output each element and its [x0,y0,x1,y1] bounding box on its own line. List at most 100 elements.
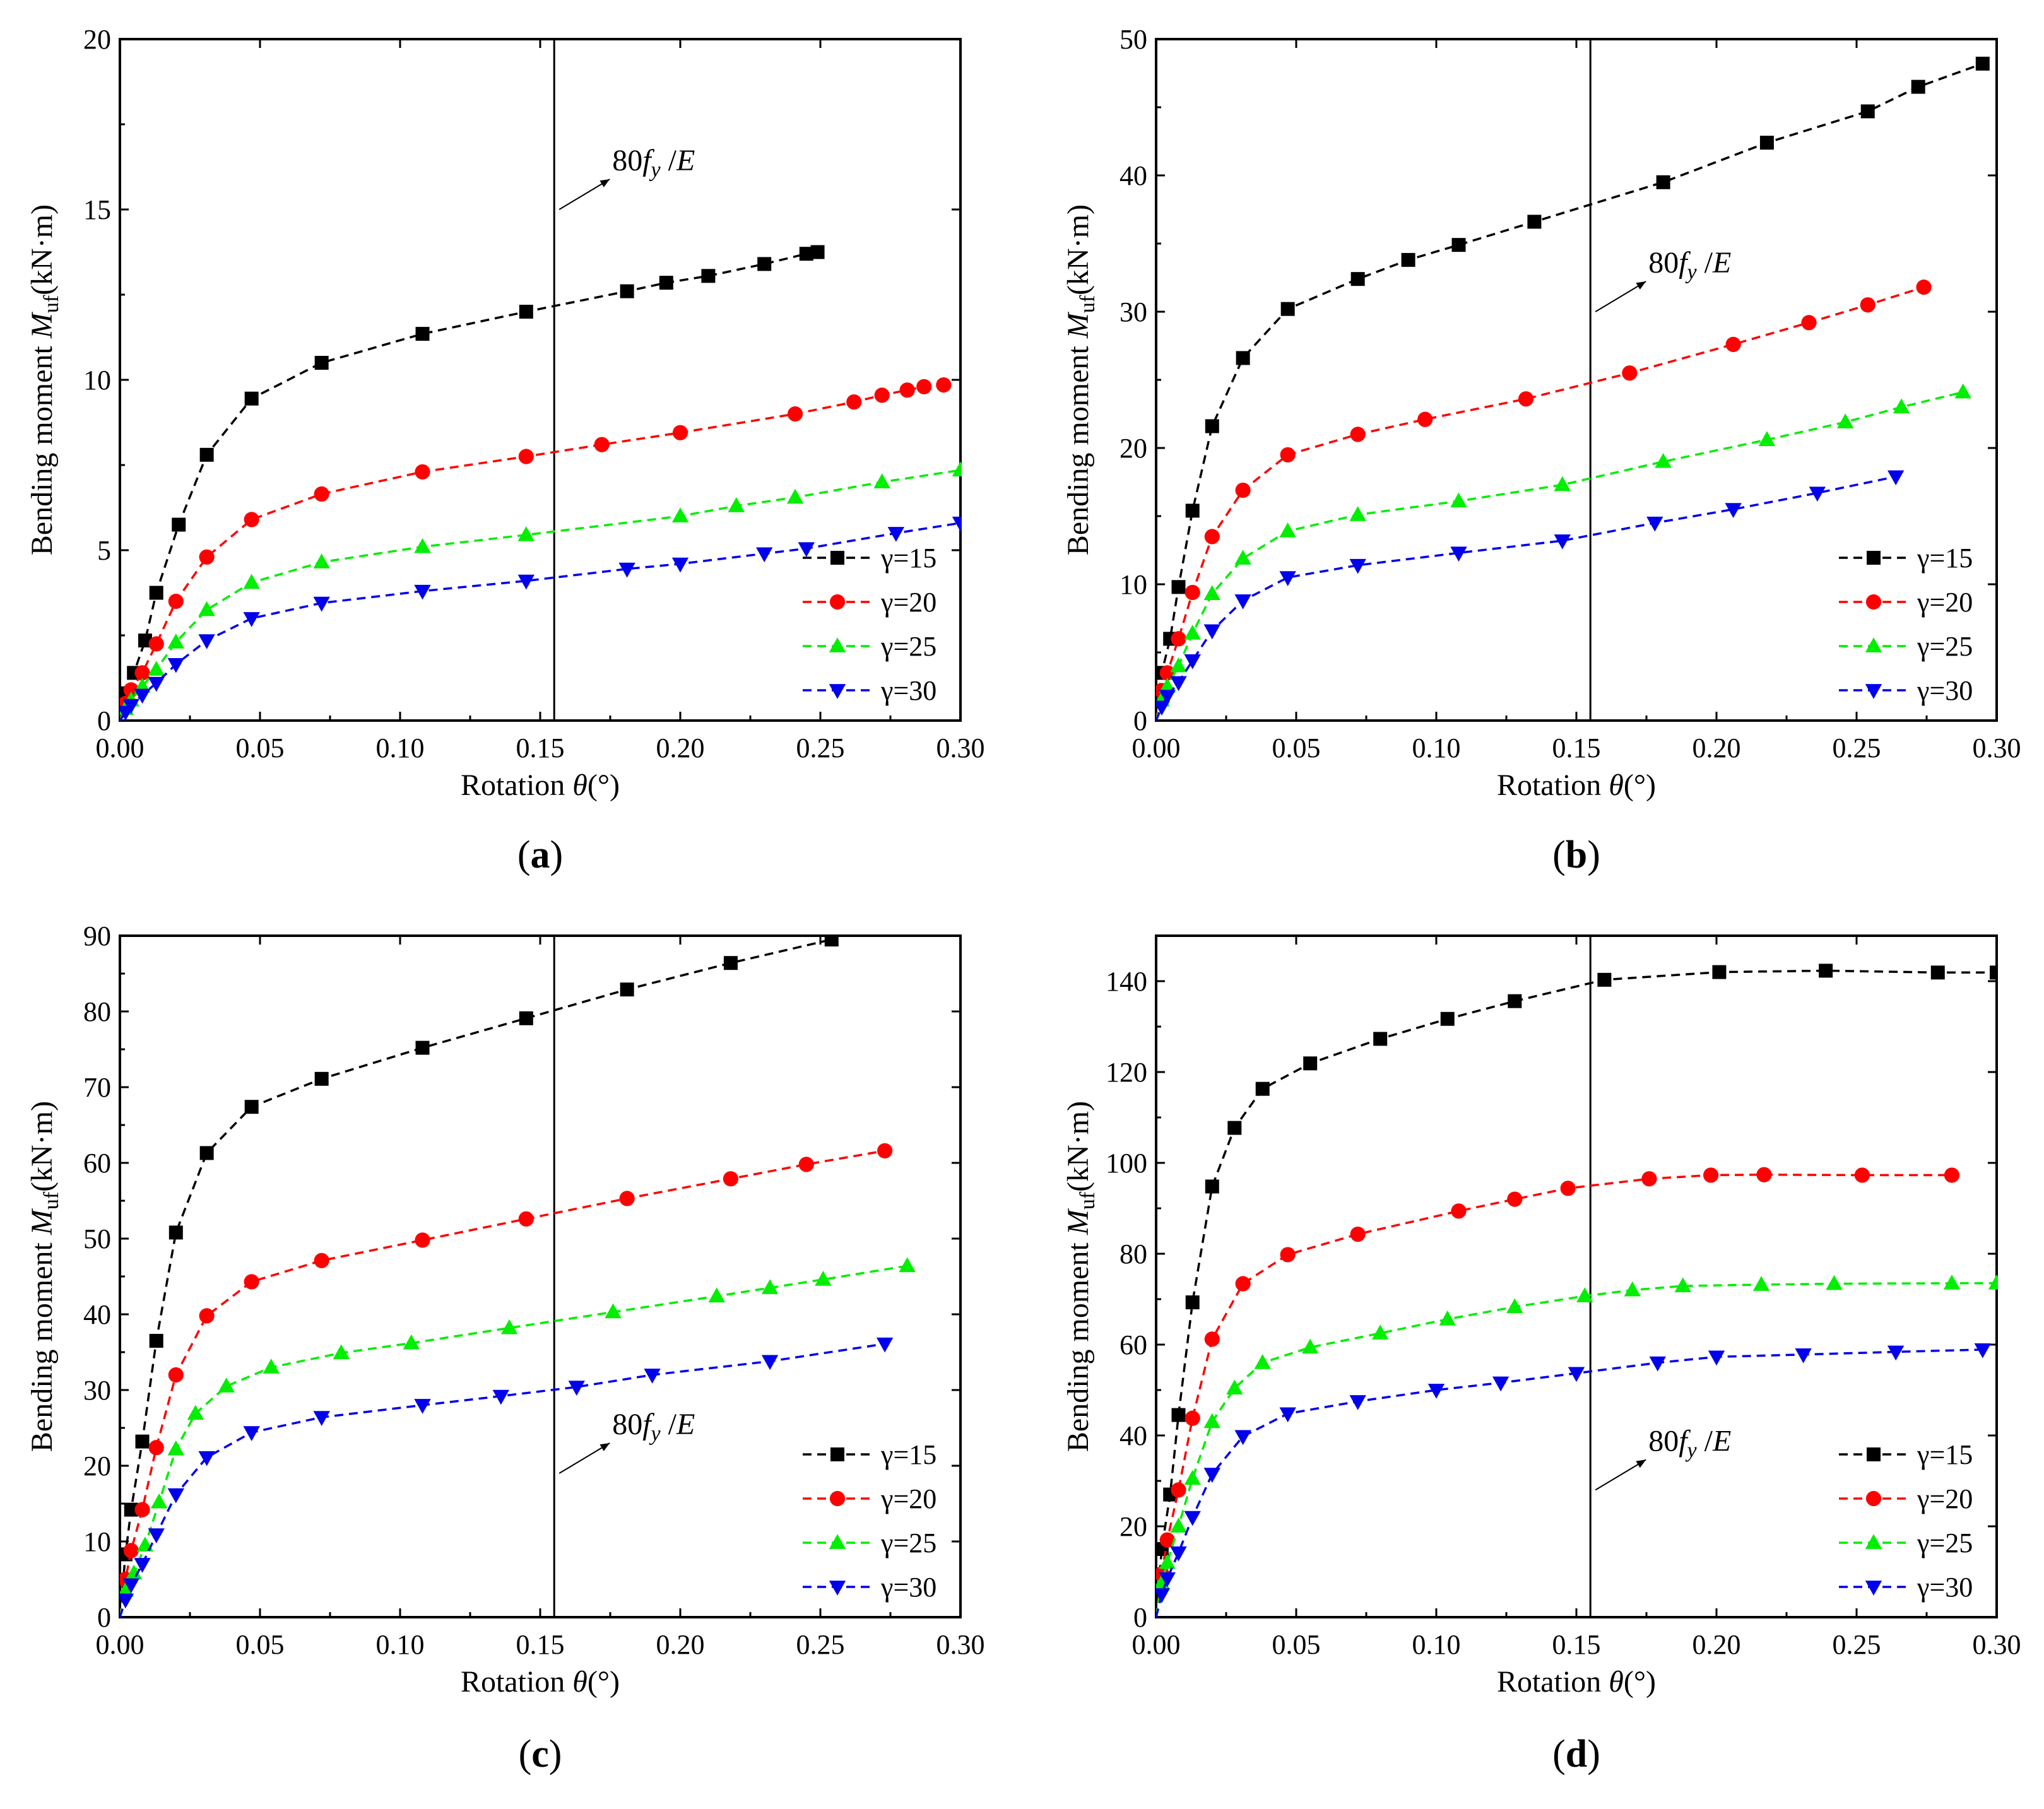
data-point [1597,972,1612,987]
legend-label: γ=20 [880,1483,936,1514]
data-point [1349,558,1366,574]
y-tick-label: 70 [83,1072,111,1103]
legend-marker [829,637,846,652]
data-point [518,1211,534,1227]
data-point [1203,1468,1220,1483]
data-point [1350,272,1365,286]
legend-label: γ=25 [880,631,936,662]
data-point [1235,1276,1251,1292]
data-point [1280,1247,1296,1263]
data-point [1944,1167,1960,1183]
data-point [1641,1171,1657,1187]
data-point [314,1071,329,1086]
series-4 [1156,470,1905,721]
series-3 [120,1257,916,1618]
data-point [1560,1181,1576,1196]
series-line [1156,391,1964,721]
data-point [149,1334,163,1348]
data-point [517,526,535,541]
data-point [1171,1482,1186,1498]
data-point [314,356,329,370]
y-tick-label: 90 [83,921,111,952]
data-point [123,682,139,698]
x-tick-label: 0.15 [516,733,565,763]
data-point [244,391,259,406]
data-point [1911,80,1925,94]
data-point [1508,994,1522,1008]
series-line [1156,969,1997,1618]
data-point [168,1225,183,1240]
x-tick-label: 0.10 [376,1629,425,1660]
y-tick-label: 80 [1119,1239,1147,1270]
data-point [1854,1167,1870,1183]
legend-marker [829,1490,846,1507]
data-point [1159,1572,1176,1588]
annotation-arrow [558,1442,610,1474]
plot-frame [1155,38,1998,722]
data-point [786,488,804,504]
data-point [1930,965,1945,980]
x-tick-label: 0.20 [656,1629,705,1660]
plot-frame [119,38,962,722]
data-point [874,387,890,403]
data-point [1349,1395,1366,1410]
reference-annotation: 80fy /E [1648,1424,1731,1462]
series-3 [1156,1275,1998,1618]
x-tick-label: 0.10 [376,733,425,763]
plot-frame [1155,934,1998,1618]
data-point [415,1232,430,1248]
data-point [1350,427,1366,442]
annotation-arrowhead [600,179,610,187]
data-point [1185,1295,1200,1310]
y-tick-label: 100 [1106,1148,1147,1179]
x-tick-label: 0.25 [796,1629,845,1660]
series-2 [1156,280,1932,721]
data-point [1554,476,1571,492]
y-tick-label: 50 [1119,24,1147,55]
data-point [723,956,738,970]
legend-label: γ=25 [1917,631,1973,662]
y-tick-label: 5 [97,535,111,566]
data-point [1349,506,1366,521]
x-tick-label: 0.00 [1132,1629,1181,1660]
data-point [1156,700,1171,716]
x-tick-label: 0.30 [936,1629,985,1660]
x-axis-label: Rotation θ(°) [461,1665,620,1699]
data-point [1227,1121,1242,1135]
legend-label: γ=20 [1917,1483,1973,1514]
series-1 [120,245,825,721]
legend-marker [829,594,846,610]
data-point [708,1287,725,1303]
data-point [126,1564,143,1580]
series-1 [1156,56,1990,721]
x-tick-label: 0.15 [1552,1629,1601,1660]
data-point [167,1440,184,1456]
data-point [1518,391,1534,407]
legend-label: γ=15 [1917,543,1973,574]
data-point [1450,546,1467,562]
data-point [1759,136,1774,150]
y-tick-label: 0 [1133,705,1147,736]
x-tick-label: 0.05 [1272,1629,1321,1660]
data-point [619,1191,635,1206]
data-point [1568,1367,1585,1382]
data-point [1234,1430,1251,1446]
data-point [824,934,839,946]
data-point [243,1426,260,1441]
data-point [1184,584,1200,601]
x-tick-label: 0.00 [96,733,145,763]
series-line [1156,286,1925,721]
series-line [120,1264,907,1618]
data-point [1171,631,1186,647]
x-tick-label: 0.20 [1693,733,1741,763]
data-point [415,1040,430,1055]
data-point [1280,447,1296,463]
series-2 [1156,1167,1960,1618]
data-point [517,574,535,590]
legend-marker [830,1447,844,1461]
data-point [1156,1588,1171,1603]
data-point [1184,1410,1200,1426]
data-point [815,1271,832,1286]
data-point [518,449,534,464]
y-tick-label: 20 [83,24,111,55]
